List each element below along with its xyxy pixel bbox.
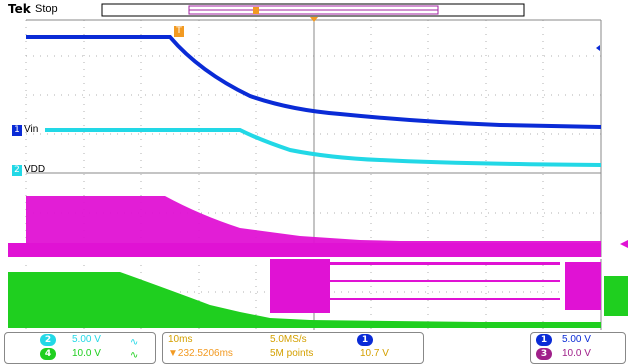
ch2-waveform — [45, 128, 602, 167]
trigger-level-arrow — [620, 240, 628, 248]
ch4-coupling-icon: ∿ — [130, 350, 139, 361]
vdd-label: VDD — [24, 164, 46, 175]
brand-label: Tek — [8, 2, 31, 16]
record-length: 5M points — [270, 348, 314, 359]
ch1-button[interactable]: 1 — [536, 334, 552, 346]
trigger-source-button[interactable]: 1 — [357, 334, 373, 346]
trigger-level[interactable]: 10.7 V — [360, 348, 389, 359]
sample-rate: 5.0MS/s — [270, 334, 307, 345]
ch2-coupling-icon: ∿ — [130, 337, 139, 348]
ch1-scale[interactable]: 5.00 V — [562, 334, 591, 345]
ch1-ground-marker[interactable]: 1 — [12, 125, 22, 136]
record-overview-bar[interactable] — [101, 3, 525, 22]
trigger-position-arrow — [310, 17, 318, 22]
ch2-scale[interactable]: 5.00 V — [72, 334, 101, 345]
ch1-position-arrow — [596, 45, 600, 51]
ch3-waveform-fill — [26, 196, 601, 243]
ch4-waveform-right — [604, 276, 628, 316]
ch4-button[interactable]: 4 — [40, 348, 56, 360]
overview-trigger-icon — [253, 7, 259, 14]
ch4-scale[interactable]: 10.0 V — [72, 348, 101, 359]
ch1-waveform — [26, 35, 602, 129]
ch4-waveform — [8, 272, 601, 328]
ch2-ground-marker[interactable]: 2 — [12, 165, 22, 176]
acquisition-state: Stop — [35, 3, 58, 15]
timebase-value[interactable]: 10ms — [168, 334, 193, 345]
trigger-position[interactable]: ▼232.5206ms — [168, 348, 233, 359]
ch3-button[interactable]: 3 — [536, 348, 552, 360]
ch3-scale[interactable]: 10.0 V — [562, 348, 591, 359]
trigger-t-icon[interactable]: T — [174, 26, 184, 37]
ch3-burst-lines — [8, 243, 601, 313]
ch2-button[interactable]: 2 — [40, 334, 56, 346]
vin-label: Vin — [24, 124, 39, 135]
